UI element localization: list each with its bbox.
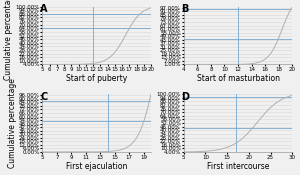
Y-axis label: Cumulative percentage: Cumulative percentage	[4, 0, 13, 80]
Text: B: B	[182, 4, 189, 14]
Text: D: D	[182, 92, 190, 102]
Y-axis label: Cumulative percentage: Cumulative percentage	[8, 78, 17, 168]
X-axis label: Start of puberty: Start of puberty	[66, 74, 127, 83]
X-axis label: First intercourse: First intercourse	[207, 162, 269, 171]
X-axis label: First ejaculation: First ejaculation	[66, 162, 128, 171]
Text: A: A	[40, 4, 48, 14]
Text: C: C	[40, 92, 47, 102]
X-axis label: Start of masturbation: Start of masturbation	[196, 74, 280, 83]
